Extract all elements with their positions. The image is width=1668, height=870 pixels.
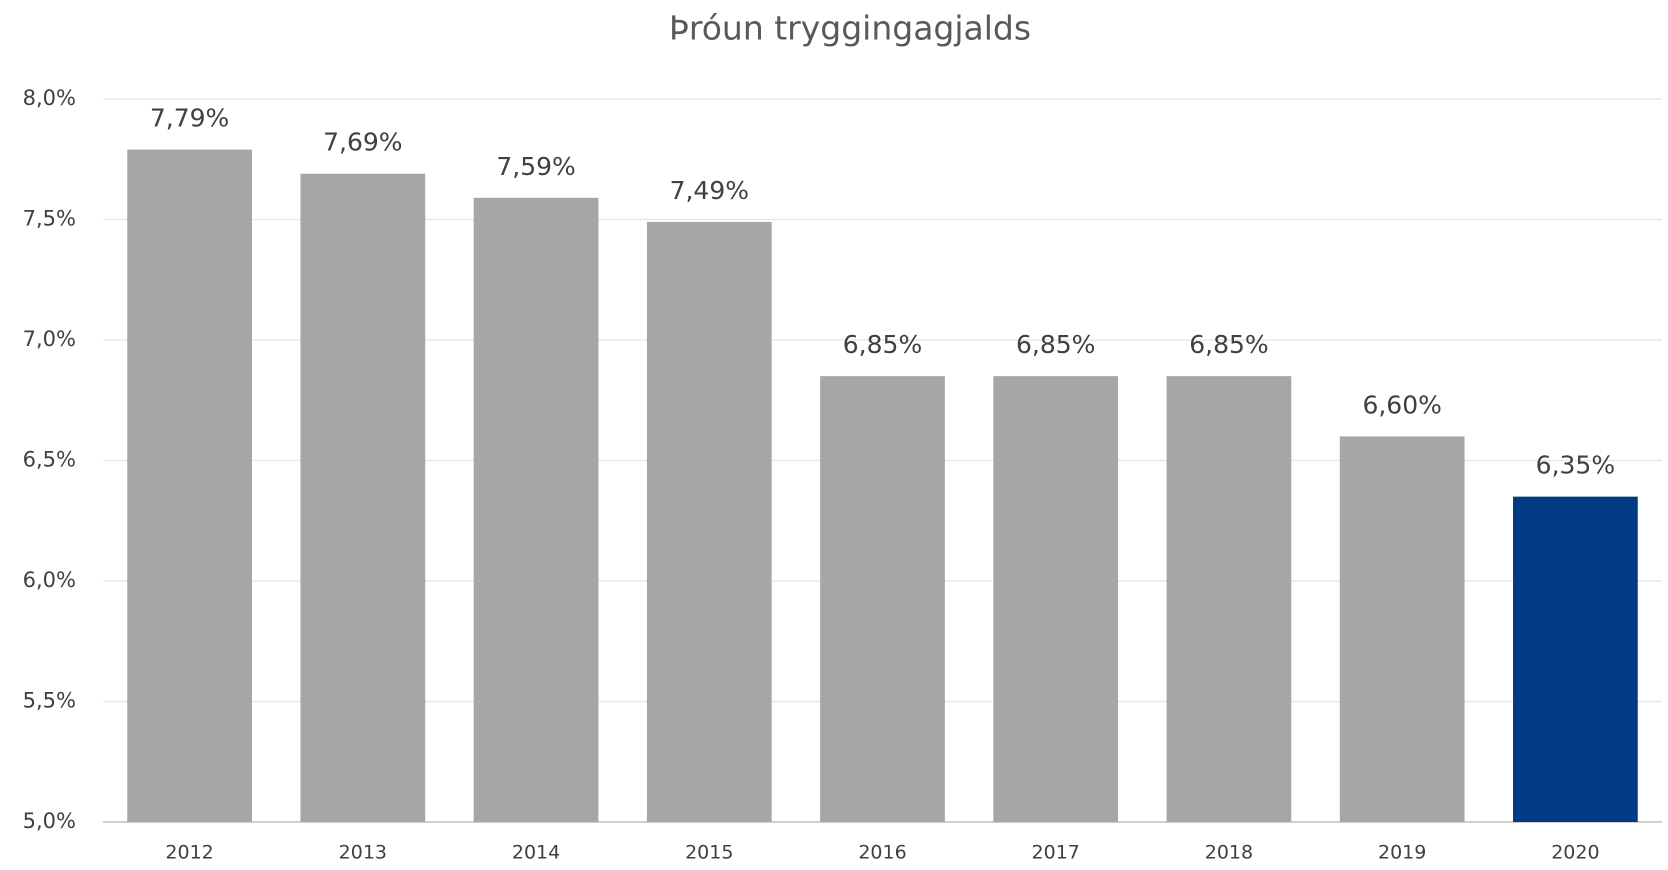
- x-tick-label: 2016: [858, 842, 906, 864]
- data-label: 7,59%: [496, 152, 575, 181]
- bar: [646, 221, 772, 822]
- y-tick-label: 5,0%: [23, 809, 76, 833]
- y-tick-label: 5,5%: [23, 689, 76, 713]
- bar: [127, 149, 252, 823]
- x-tick-label: 2012: [165, 842, 213, 864]
- y-tick-label: 7,0%: [23, 327, 76, 351]
- bar: [993, 376, 1119, 822]
- data-label: 7,79%: [150, 104, 229, 133]
- chart-title: Þróun tryggingagjalds: [669, 9, 1031, 48]
- data-label: 6,35%: [1536, 451, 1615, 480]
- x-tick-label: 2020: [1551, 842, 1599, 864]
- bar: [820, 376, 945, 822]
- x-tick-label: 2014: [512, 842, 560, 864]
- bar: [1513, 496, 1638, 822]
- y-tick-label: 6,5%: [23, 448, 76, 472]
- data-label: 6,60%: [1362, 390, 1441, 419]
- data-label: 7,69%: [323, 128, 402, 157]
- data-label: 7,49%: [670, 176, 749, 205]
- x-tick-label: 2015: [685, 842, 733, 864]
- y-tick-label: 6,0%: [23, 568, 76, 592]
- x-tick-label: 2019: [1378, 842, 1426, 864]
- x-tick-label: 2018: [1205, 842, 1253, 864]
- bar: [1166, 376, 1292, 822]
- y-tick-label: 8,0%: [23, 86, 76, 110]
- data-label: 6,85%: [1189, 330, 1268, 359]
- y-tick-label: 7,5%: [23, 207, 76, 231]
- bar: [473, 197, 599, 822]
- x-tick-label: 2013: [339, 842, 387, 864]
- data-label: 6,85%: [843, 330, 922, 359]
- bar: [1339, 436, 1465, 822]
- bar: [300, 173, 426, 822]
- data-label: 6,85%: [1016, 330, 1095, 359]
- x-tick-label: 2017: [1032, 842, 1080, 864]
